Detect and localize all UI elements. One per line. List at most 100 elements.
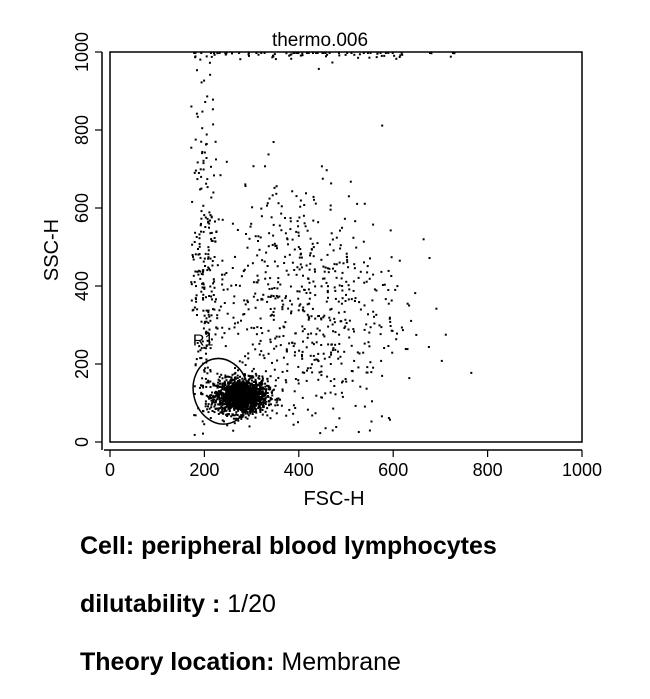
chart-title: thermo.006 [272, 30, 368, 51]
data-point [271, 244, 274, 246]
data-point [224, 395, 227, 397]
data-point [341, 380, 344, 383]
data-point [316, 327, 319, 330]
data-point [229, 380, 232, 383]
data-point [335, 263, 338, 266]
data-point [268, 197, 271, 200]
data-point [299, 263, 302, 266]
data-point [247, 264, 249, 267]
data-point [253, 380, 255, 383]
data-point [242, 386, 245, 388]
data-point [301, 396, 304, 399]
data-point [239, 58, 242, 61]
data-point [227, 413, 230, 415]
data-point [253, 388, 256, 391]
data-point [200, 81, 203, 84]
data-point [244, 303, 247, 306]
data-point [415, 333, 418, 336]
data-point [214, 240, 217, 243]
data-point [316, 242, 319, 245]
data-point [358, 53, 361, 56]
data-point [239, 384, 242, 387]
data-point [331, 238, 334, 241]
data-point [311, 371, 314, 374]
data-point [266, 380, 269, 383]
data-point [272, 55, 275, 58]
data-point [338, 261, 341, 264]
data-point [252, 410, 255, 413]
data-point [299, 54, 302, 57]
data-point [280, 229, 283, 232]
data-point [241, 390, 244, 393]
data-point [202, 298, 205, 301]
data-point [238, 382, 241, 385]
data-point [258, 398, 260, 401]
data-point [225, 387, 228, 389]
data-point [210, 196, 213, 199]
data-point [301, 52, 304, 55]
data-point [340, 277, 343, 280]
data-point [259, 317, 262, 320]
data-point [246, 412, 249, 415]
data-point [269, 417, 272, 420]
data-point [205, 143, 207, 146]
flow-cytometry-chart: thermo.006 FSC-H SSC-H R1 0 200 400 600 800 1… [41, 30, 602, 510]
data-point [201, 152, 204, 155]
data-point [274, 337, 277, 340]
data-point [206, 178, 209, 181]
data-point [307, 315, 310, 318]
data-point [205, 394, 208, 397]
data-point [345, 255, 348, 258]
data-point [399, 54, 402, 57]
data-point [223, 302, 226, 304]
data-point [357, 56, 360, 59]
data-point [195, 112, 198, 115]
data-point [201, 127, 204, 130]
data-point [293, 342, 296, 345]
data-point [323, 314, 326, 317]
data-point [289, 217, 292, 220]
data-point [226, 415, 229, 417]
data-point [201, 286, 204, 289]
data-point [280, 212, 283, 215]
data-point [267, 386, 270, 388]
data-point [290, 53, 293, 56]
data-point [191, 200, 194, 203]
data-point [453, 52, 456, 55]
data-point [337, 311, 340, 314]
data-point [284, 379, 287, 382]
data-point [373, 288, 376, 291]
data-point [205, 157, 208, 159]
data-point [312, 343, 315, 346]
data-point [204, 101, 207, 103]
data-point [279, 398, 281, 401]
data-point [387, 417, 390, 419]
data-point [223, 409, 226, 412]
data-point [236, 398, 239, 401]
data-point [206, 339, 209, 342]
data-point [281, 306, 284, 308]
data-point [345, 280, 348, 283]
data-point [263, 387, 266, 390]
data-point [254, 378, 257, 381]
data-point [238, 415, 241, 418]
data-point [246, 405, 249, 408]
data-point [221, 419, 224, 422]
data-point [273, 53, 276, 56]
data-point [221, 397, 224, 400]
data-point [260, 215, 263, 218]
data-point [300, 285, 303, 288]
data-point [315, 333, 318, 336]
data-point [253, 392, 256, 395]
data-point [359, 270, 362, 273]
data-point [326, 375, 329, 378]
data-point [205, 381, 208, 384]
data-point [331, 349, 334, 352]
data-point [210, 394, 213, 397]
data-point [219, 401, 222, 404]
data-point [228, 391, 231, 394]
data-point [303, 204, 306, 206]
data-point [249, 410, 252, 413]
data-point [320, 344, 323, 346]
data-point [319, 432, 322, 435]
